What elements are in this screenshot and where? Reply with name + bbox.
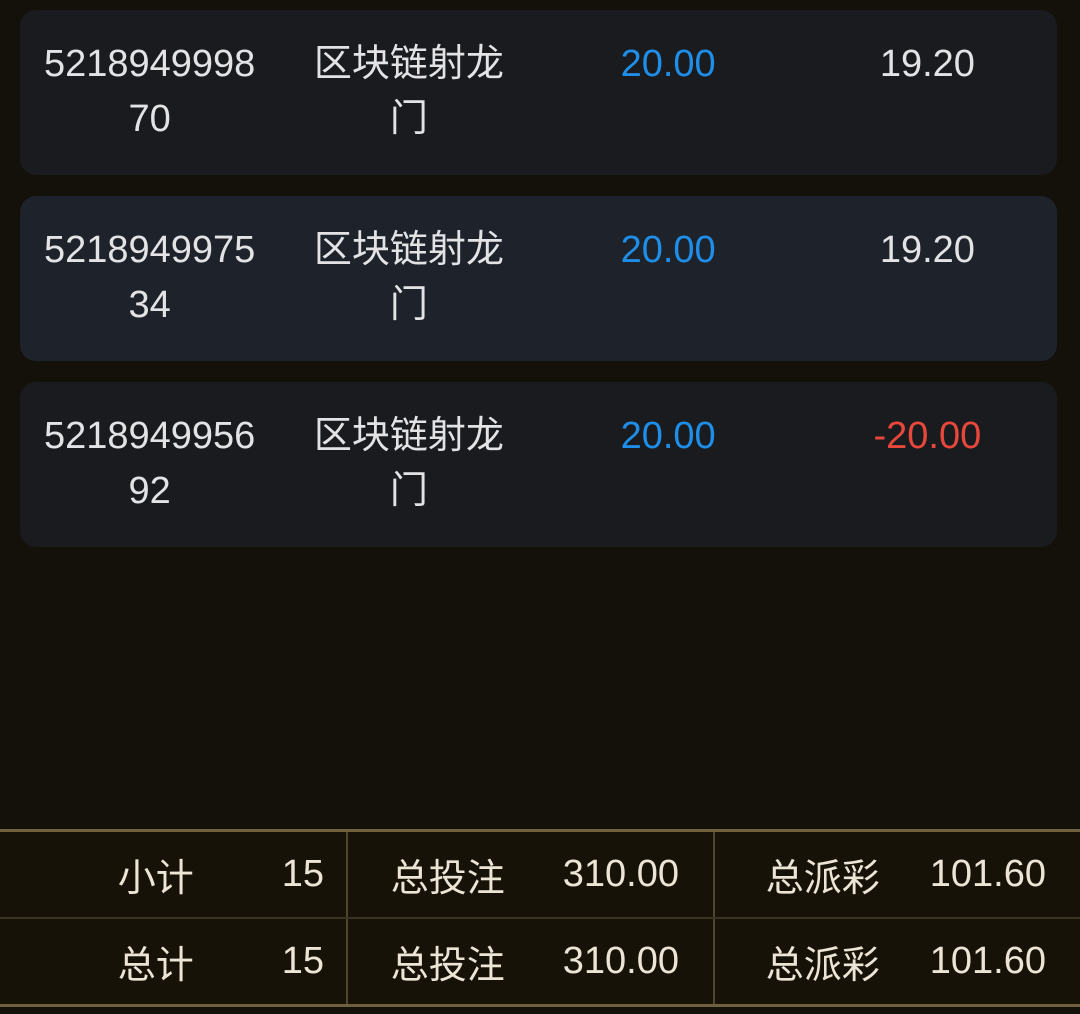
total-bet-value: 310.00 — [562, 853, 679, 895]
bet-id: 521894995692 — [43, 415, 256, 512]
bet-result: -20.00 — [873, 415, 982, 457]
summary-row: 小计 15 总投注 310.00 总派彩 101.60 — [0, 832, 1080, 917]
bet-record-list: 521894999870 区块链射龙门 20.00 19.20 52189499… — [20, 10, 1057, 547]
bet-record-row[interactable]: 521894995692 区块链射龙门 20.00 -20.00 — [20, 382, 1057, 547]
bet-record-row[interactable]: 521894997534 区块链射龙门 20.00 19.20 — [20, 196, 1057, 361]
bet-result: 19.20 — [879, 43, 975, 85]
summary-count-value: 15 — [281, 853, 324, 895]
total-payout-label: 总派彩 — [765, 945, 880, 987]
bet-record-row[interactable]: 521894999870 区块链射龙门 20.00 19.20 — [20, 10, 1057, 175]
summary-row: 总计 15 总投注 310.00 总派彩 101.60 — [0, 917, 1080, 1004]
total-bet-label: 总投注 — [390, 945, 505, 987]
summary-payout-cell: 总派彩 101.60 — [715, 832, 1080, 917]
bet-id: 521894997534 — [43, 229, 256, 326]
summary-bet-cell: 总投注 310.00 — [348, 919, 715, 1004]
summary-count-cell: 总计 15 — [0, 919, 348, 1004]
total-bet-label: 总投注 — [390, 858, 505, 900]
game-name: 区块链射龙门 — [313, 415, 504, 512]
summary-count-cell: 小计 15 — [0, 832, 348, 917]
bet-amount: 20.00 — [620, 229, 716, 271]
total-payout-value: 101.60 — [929, 940, 1046, 982]
total-payout-label: 总派彩 — [765, 858, 880, 900]
bet-amount: 20.00 — [620, 415, 716, 457]
bet-result: 19.20 — [879, 229, 975, 271]
game-name: 区块链射龙门 — [313, 229, 504, 326]
bet-id: 521894999870 — [43, 43, 256, 140]
summary-count-label: 小计 — [117, 858, 194, 900]
summary-count-value: 15 — [281, 940, 324, 982]
total-payout-value: 101.60 — [929, 853, 1046, 895]
bet-amount: 20.00 — [620, 43, 716, 85]
summary-count-label: 总计 — [117, 945, 194, 987]
summary-table: 小计 15 总投注 310.00 总派彩 101.60 总计 15 总投注 31… — [0, 829, 1080, 1007]
total-bet-value: 310.00 — [562, 940, 679, 982]
game-name: 区块链射龙门 — [313, 43, 504, 140]
summary-payout-cell: 总派彩 101.60 — [715, 919, 1080, 1004]
summary-bet-cell: 总投注 310.00 — [348, 832, 715, 917]
